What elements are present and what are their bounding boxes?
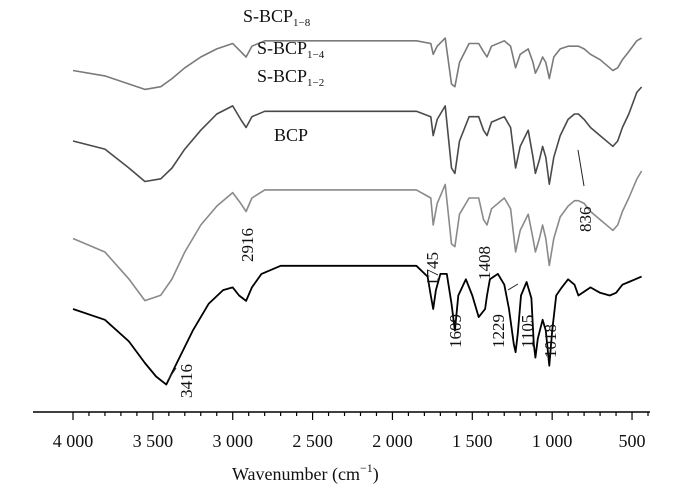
x-tick-label: 500 xyxy=(619,431,646,451)
plot-area xyxy=(72,37,643,386)
series-line-s-bcp-1-2 xyxy=(72,170,643,302)
series-line-s-bcp-1-8 xyxy=(72,37,642,91)
series-label-bcp: BCP xyxy=(274,125,308,145)
x-tick-label: 1 000 xyxy=(532,431,573,451)
peak-label-1408: 1408 xyxy=(475,246,494,280)
x-tick-label: 3 000 xyxy=(212,431,253,451)
x-axis-title: Wavenumber (cm−1) xyxy=(232,461,379,485)
x-axis-tick-labels: 4 000 3 500 3 000 2 500 2 000 1 500 1 000 500 xyxy=(53,431,646,451)
peak-label-1229: 1229 xyxy=(489,314,508,348)
x-tick-label: 3 500 xyxy=(133,431,174,451)
x-tick-label: 2 500 xyxy=(292,431,333,451)
series-line-bcp xyxy=(72,264,642,386)
leader-3416 xyxy=(167,367,177,381)
x-axis-ticks xyxy=(72,412,649,420)
x-tick-label: 4 000 xyxy=(53,431,94,451)
series-label-s-bcp-1-8: S-BCP1−8 xyxy=(243,6,311,29)
x-tick-label: 2 000 xyxy=(372,431,413,451)
peak-label-1105: 1105 xyxy=(518,315,537,348)
x-axis: 4 000 3 500 3 000 2 500 2 000 1 500 1 000 500 xyxy=(33,411,650,451)
x-tick-label: 1 500 xyxy=(452,431,493,451)
leader-836 xyxy=(577,149,585,187)
peak-label-2916: 2916 xyxy=(238,228,257,262)
series-line-s-bcp-1-4 xyxy=(72,86,643,185)
peak-label-836: 836 xyxy=(576,207,595,233)
peak-label-1018: 1018 xyxy=(541,324,560,358)
peak-leader-lines xyxy=(167,149,585,381)
peak-label-1745: 1745 xyxy=(423,252,442,286)
leader-1229 xyxy=(507,283,519,291)
peak-label-3416: 3416 xyxy=(177,364,196,398)
peak-label-1609: 1609 xyxy=(446,314,465,348)
series-label-s-bcp-1-2: S-BCP1−2 xyxy=(257,66,324,89)
series-label-s-bcp-1-4: S-BCP1−4 xyxy=(257,38,325,61)
